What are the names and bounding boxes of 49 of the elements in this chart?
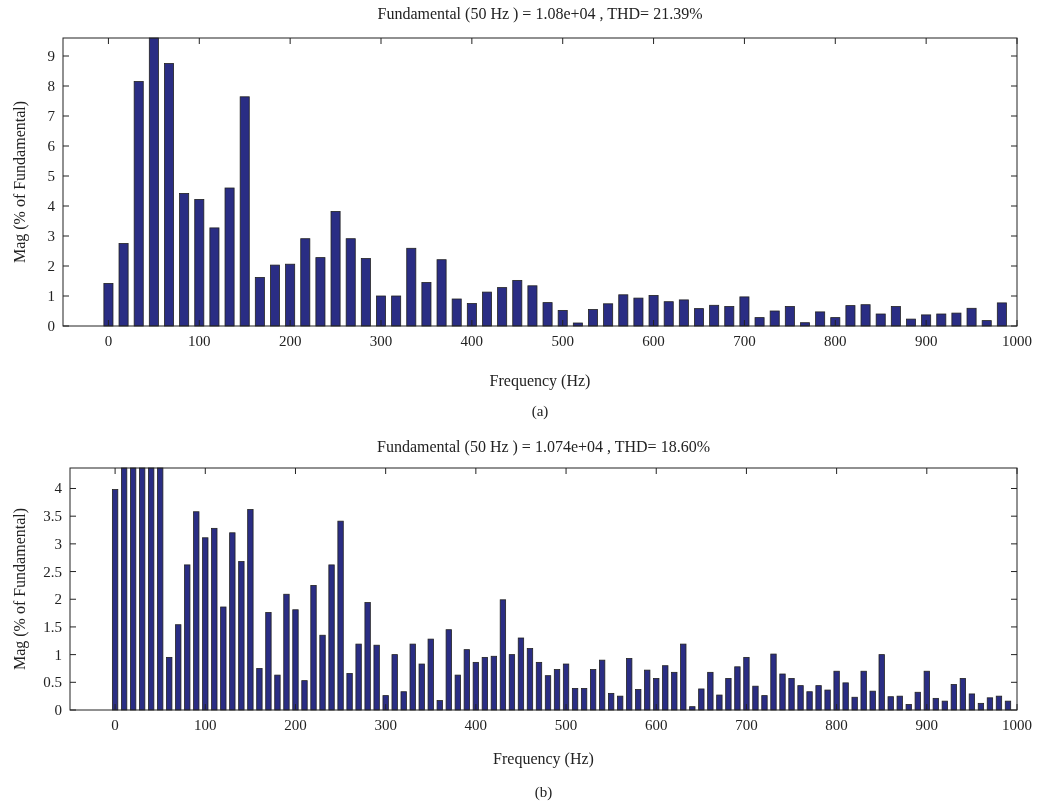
x-tick-label: 0 [111, 717, 119, 733]
x-tick-label: 600 [642, 333, 665, 349]
x-tick-label: 200 [278, 333, 302, 349]
x-axis-title: Frequency (Hz) [493, 750, 594, 768]
y-tick-label: 2.5 [43, 563, 62, 580]
y-axis-title: Mag (% of Fundamental) [11, 100, 29, 264]
x-tick-label: 900 [915, 717, 939, 733]
y-tick-label: 0.5 [43, 674, 62, 691]
y-tick-label: 2 [54, 591, 62, 608]
x-tick-label: 300 [369, 333, 393, 349]
y-tick-label: 1 [47, 288, 55, 304]
x-tick-label: 1000 [1002, 333, 1032, 349]
x-tick-label: 1000 [1002, 717, 1032, 733]
x-tick-label: 300 [374, 717, 397, 733]
x-tick-label: 100 [194, 717, 217, 733]
x-tick-label: 500 [551, 333, 574, 349]
text: (a) [531, 403, 549, 420]
x-axis-title: Frequency (Hz) [489, 372, 591, 390]
x-tick-label: 700 [735, 717, 758, 733]
y-tick-label: 4 [54, 480, 63, 497]
x-tick-label: 100 [188, 333, 211, 349]
x-tick-label: 700 [733, 333, 756, 349]
x-tick-label: 400 [460, 333, 484, 349]
y-tick-label: 9 [47, 48, 55, 64]
y-tick-label: 1 [54, 646, 62, 663]
x-tick-label: 0 [104, 333, 113, 349]
y-tick-label: 5 [47, 168, 55, 184]
x-tick-label: 800 [825, 717, 848, 733]
y-tick-label: 3 [47, 228, 55, 244]
x-tick-label: 500 [554, 717, 578, 733]
chart-title: Fundamental (50 Hz ) = 1.074e+04 , THD= 18.60% [377, 438, 710, 456]
y-tick-label: 1.5 [43, 618, 62, 635]
x-tick-label: 600 [644, 717, 668, 733]
y-tick-label: 6 [47, 138, 56, 154]
y-axis-title: Mag (% of Fundamental) [11, 507, 29, 671]
y-tick-label: 0 [54, 702, 62, 718]
chart-title: Fundamental (50 Hz ) = 1.08e+04 , THD= 21.39% [377, 5, 703, 23]
y-tick-label: 4 [47, 198, 56, 214]
y-tick-label: 7 [47, 108, 56, 124]
y-tick-label: 3.5 [43, 508, 62, 525]
x-tick-label: 200 [284, 717, 307, 733]
y-tick-label: 8 [47, 78, 55, 94]
y-tick-label: 2 [47, 258, 55, 274]
x-tick-label: 800 [824, 333, 847, 349]
x-tick-label: 900 [914, 333, 938, 349]
text: (b) [534, 784, 553, 801]
x-tick-label: 400 [464, 717, 488, 733]
y-tick-label: 3 [54, 535, 62, 552]
y-tick-label: 0 [47, 318, 55, 334]
